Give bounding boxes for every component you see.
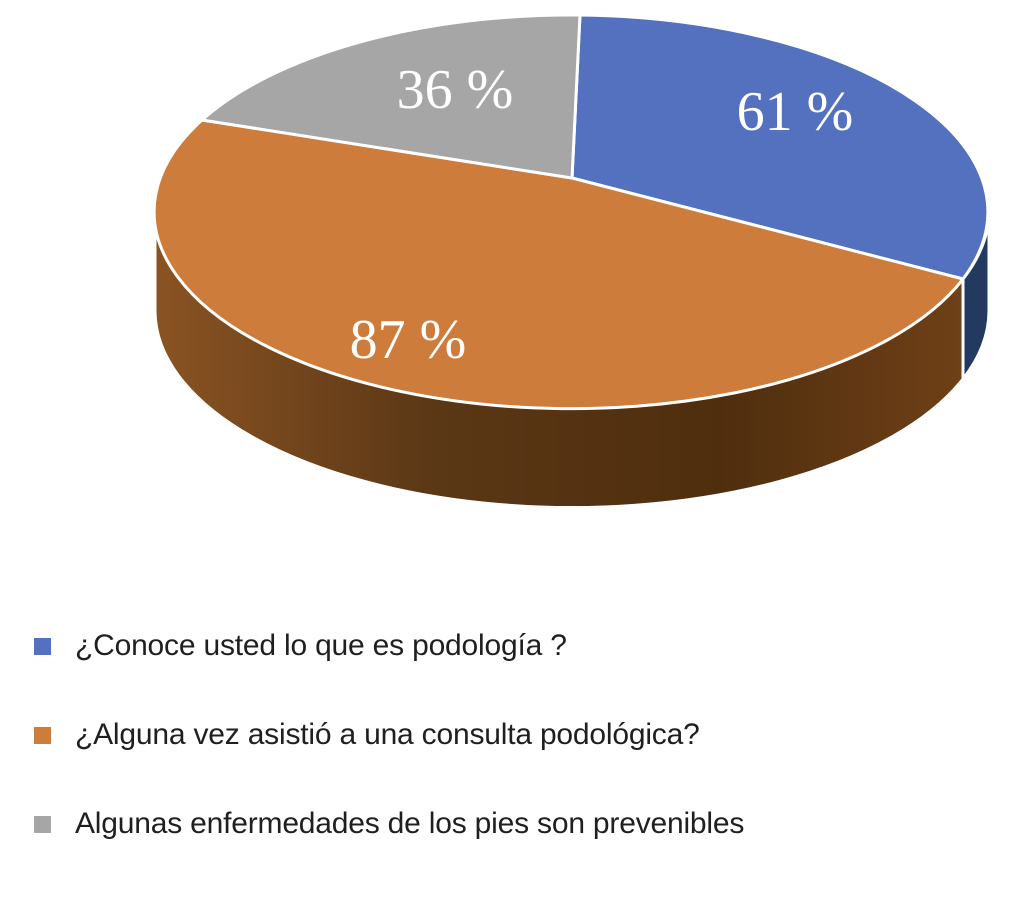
legend-marker-orange-icon	[34, 726, 51, 744]
legend-label: ¿Alguna vez asistió a una consulta podol…	[75, 718, 700, 751]
pie-slice-blue[interactable]	[570, 13, 990, 281]
legend-label: ¿Conoce usted lo que es podología ?	[75, 629, 567, 662]
data-label-orange: 87 %	[350, 309, 467, 371]
data-label-blue: 61 %	[737, 81, 854, 143]
legend-item-consulta[interactable]: ¿Alguna vez asistió a una consulta podol…	[34, 713, 994, 757]
legend-item-prevenibles[interactable]: Algunas enfermedades de los pies son pre…	[34, 802, 994, 846]
legend-item-podologia[interactable]: ¿Conoce usted lo que es podología ?	[34, 624, 994, 668]
pie-chart-3d: 61 % 36 % 87 %	[152, 13, 991, 510]
pie-slice-orange[interactable]	[152, 118, 965, 411]
pie-slice-gray[interactable]	[200, 13, 582, 180]
legend: ¿Conoce usted lo que es podología ? ¿Alg…	[34, 624, 994, 891]
data-label-gray: 36 %	[397, 59, 514, 121]
legend-marker-blue-icon	[34, 637, 51, 655]
legend-marker-gray-icon	[34, 815, 51, 833]
legend-label: Algunas enfermedades de los pies son pre…	[75, 807, 745, 840]
